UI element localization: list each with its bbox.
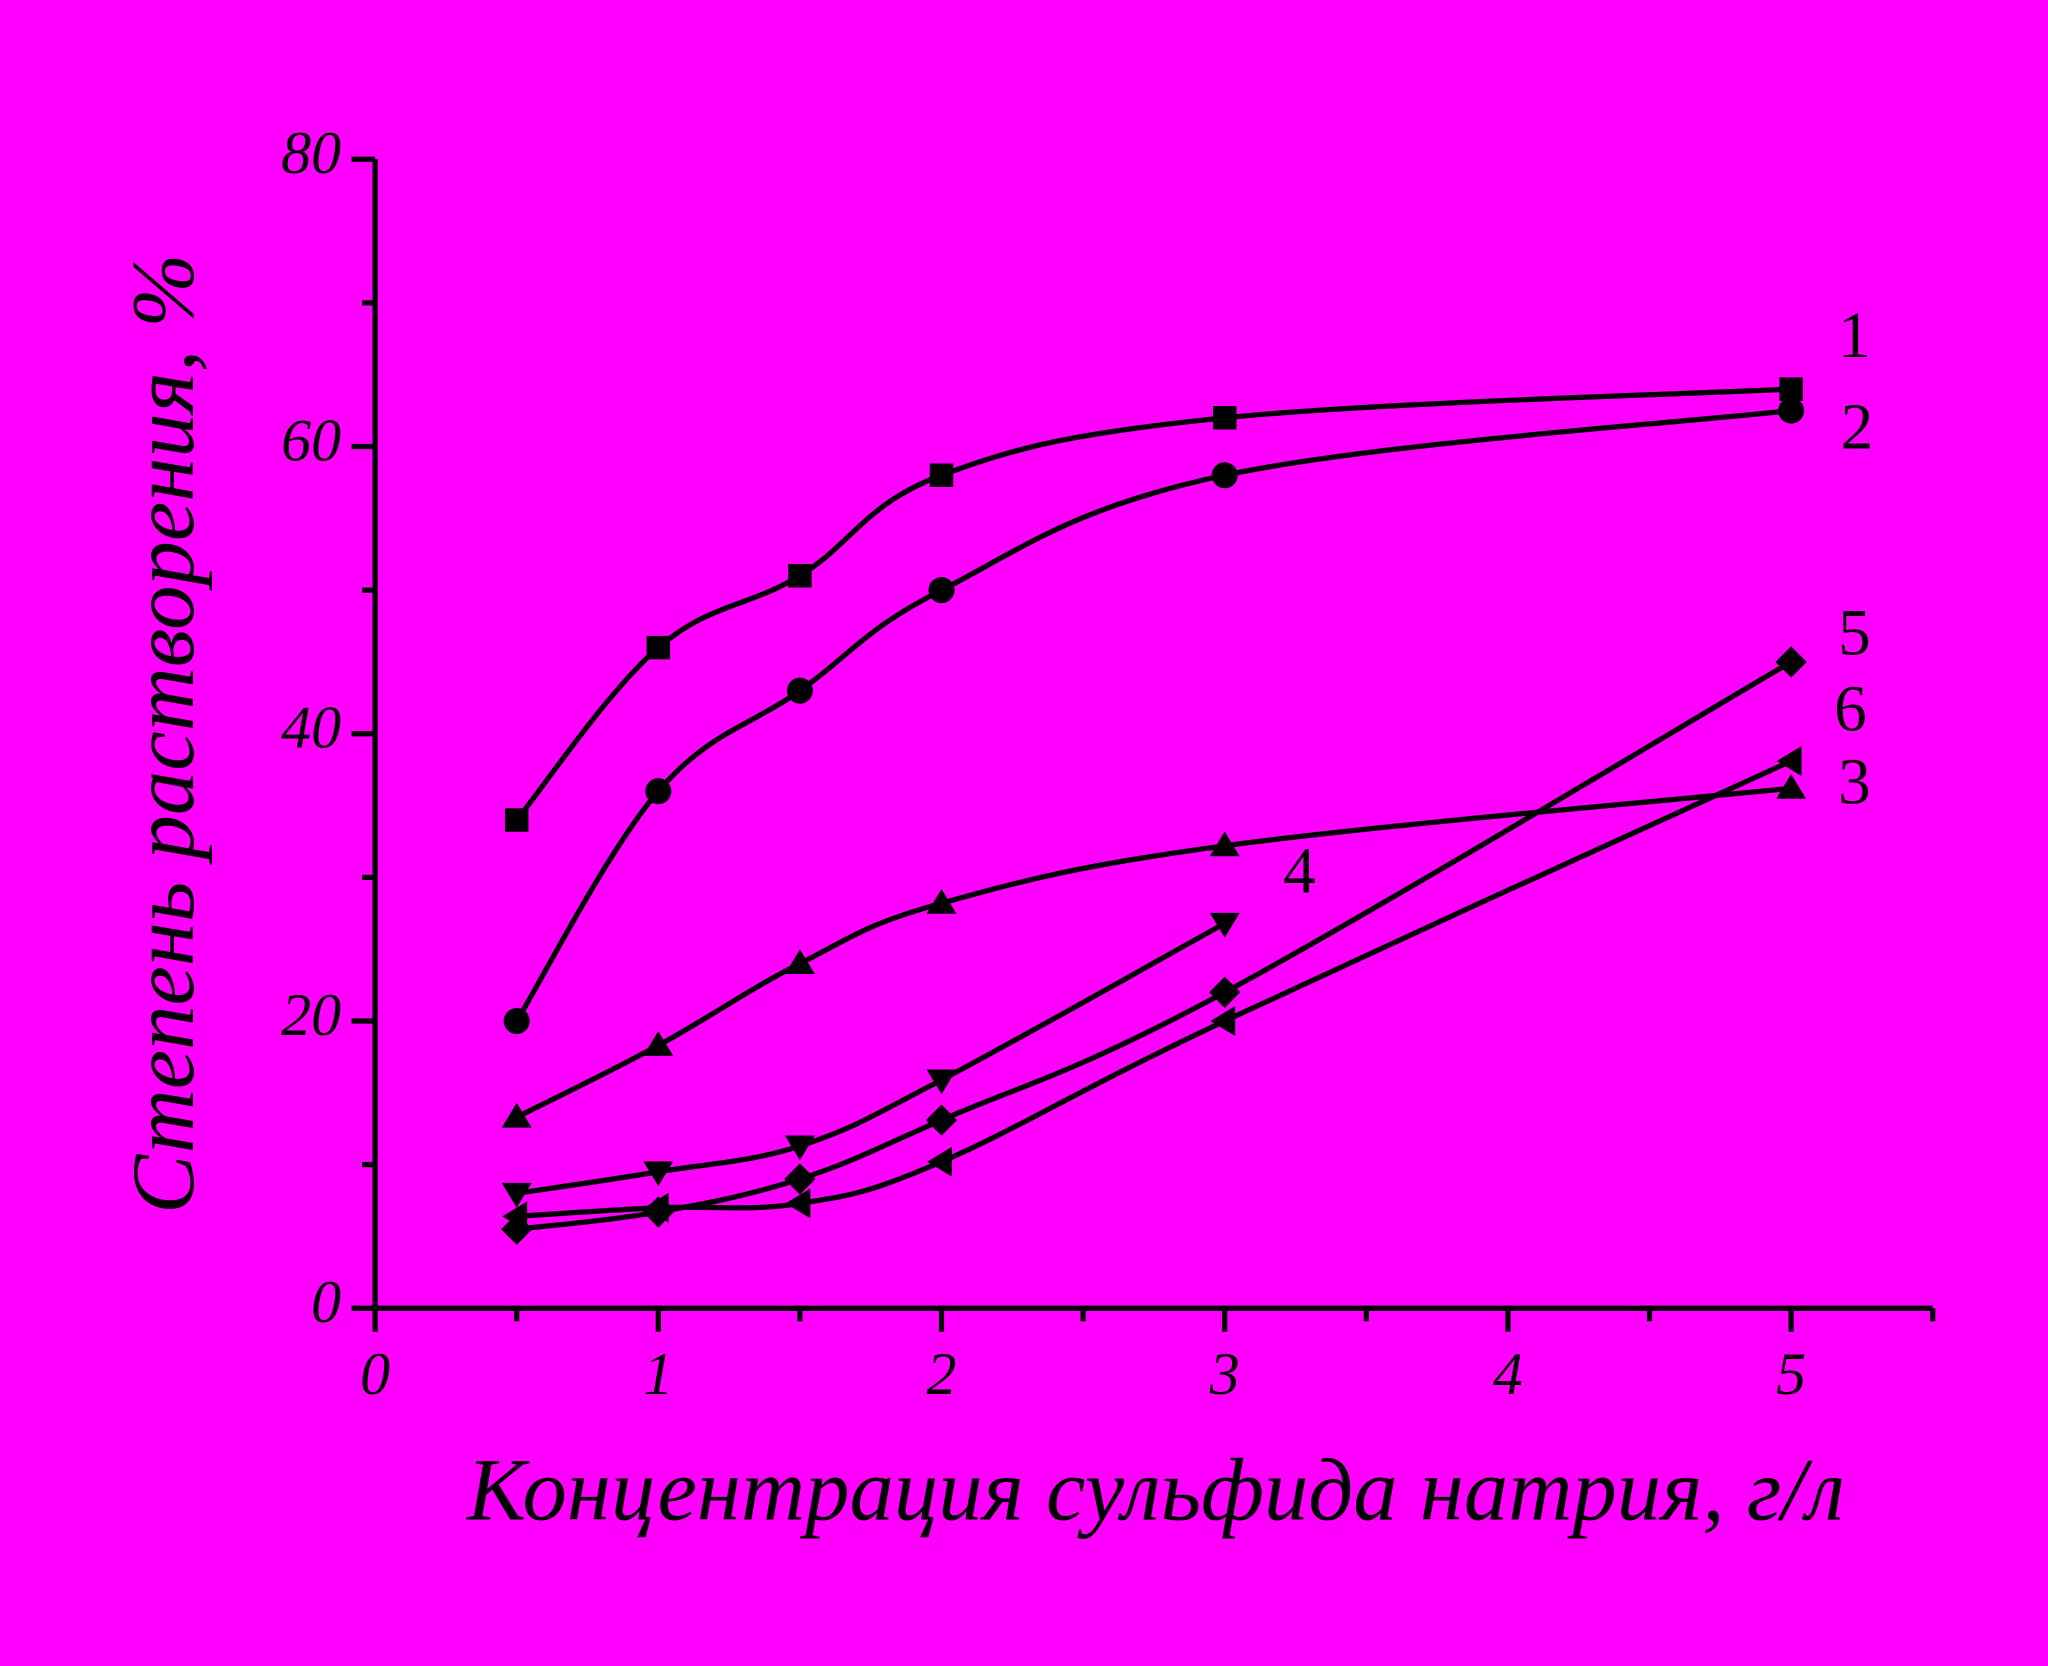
x-axis-label: Концентрация сульфида натрия, г/л [465, 1441, 1845, 1539]
marker [784, 949, 815, 975]
marker [1210, 1005, 1236, 1037]
marker [1211, 462, 1238, 489]
marker [501, 1102, 532, 1128]
series-label: 6 [1834, 673, 1867, 745]
series-label: 2 [1841, 391, 1874, 463]
marker [788, 564, 812, 588]
marker [926, 1069, 957, 1095]
marker [1212, 406, 1237, 430]
y-tick-label: 20 [281, 981, 341, 1048]
marker [929, 463, 954, 488]
x-tick-label: 0 [360, 1340, 390, 1407]
marker [1775, 646, 1807, 678]
marker [503, 1007, 530, 1035]
marker [925, 1104, 958, 1136]
marker [786, 677, 813, 704]
marker [1209, 912, 1240, 938]
x-tick-label: 2 [926, 1340, 956, 1407]
series-label: 1 [1838, 300, 1871, 372]
marker [643, 1031, 674, 1056]
marker [643, 1161, 674, 1187]
marker [1778, 397, 1805, 424]
x-tick-label: 4 [1493, 1340, 1523, 1407]
marker [784, 1163, 816, 1195]
marker [1209, 976, 1241, 1008]
x-tick-label: 3 [1209, 1340, 1240, 1407]
marker [926, 888, 957, 914]
marker [927, 1146, 952, 1177]
marker [643, 1192, 669, 1223]
y-tick-label: 0 [311, 1268, 341, 1335]
marker [785, 1188, 811, 1219]
series-label: 5 [1838, 598, 1871, 670]
series-line [516, 921, 1226, 1196]
marker [1779, 377, 1803, 401]
series-label: 4 [1283, 835, 1316, 907]
marker [502, 1201, 528, 1232]
marker [1776, 773, 1807, 799]
marker [1209, 831, 1240, 857]
marker [501, 1182, 532, 1208]
marker [504, 808, 529, 832]
x-tick-label: 1 [643, 1340, 673, 1407]
y-axis-label: Степень растворения, % [115, 254, 213, 1214]
marker [646, 635, 671, 660]
marker [928, 577, 955, 604]
series-line [514, 408, 1792, 1023]
y-tick-label: 60 [281, 406, 341, 473]
x-tick-label: 5 [1776, 1340, 1806, 1407]
y-tick-label: 80 [281, 119, 341, 186]
marker [784, 1135, 815, 1161]
marker [645, 778, 672, 805]
series-label: 3 [1838, 747, 1871, 819]
y-tick-label: 40 [281, 694, 341, 761]
marker [1776, 746, 1802, 777]
